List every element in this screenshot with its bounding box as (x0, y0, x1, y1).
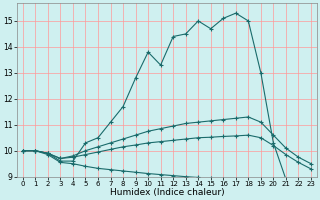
X-axis label: Humidex (Indice chaleur): Humidex (Indice chaleur) (109, 188, 224, 197)
